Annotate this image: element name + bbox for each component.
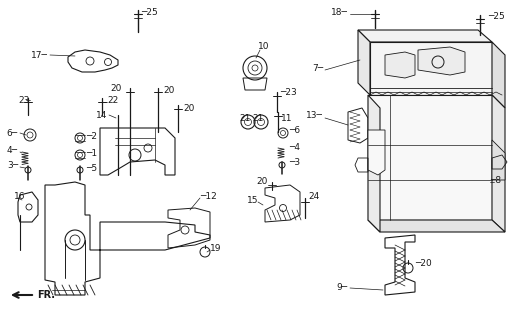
Text: 16: 16 (14, 191, 25, 201)
Text: 23: 23 (18, 95, 30, 105)
Polygon shape (357, 30, 491, 42)
Text: 13─: 13─ (305, 110, 322, 119)
Polygon shape (491, 95, 504, 232)
Polygon shape (491, 42, 504, 108)
Text: 6─: 6─ (7, 129, 18, 138)
Text: 20: 20 (183, 103, 194, 113)
Text: 21: 21 (239, 114, 250, 123)
Text: FR.: FR. (37, 290, 55, 300)
Polygon shape (367, 220, 504, 232)
Text: ─25: ─25 (140, 7, 157, 17)
Polygon shape (491, 140, 504, 180)
Text: 15: 15 (246, 196, 258, 204)
Text: 22: 22 (107, 95, 118, 105)
Text: 14: 14 (96, 110, 107, 119)
Text: ─3: ─3 (289, 157, 299, 166)
Text: 20: 20 (256, 177, 267, 186)
Polygon shape (367, 130, 384, 175)
Text: 3─: 3─ (7, 161, 18, 170)
Polygon shape (384, 52, 414, 78)
Text: 20: 20 (110, 84, 122, 92)
Text: 11: 11 (280, 114, 292, 123)
Text: ─6: ─6 (289, 125, 299, 134)
Text: ─2: ─2 (86, 132, 97, 140)
Text: 24: 24 (307, 191, 319, 201)
Text: ─23: ─23 (279, 87, 296, 97)
Polygon shape (367, 95, 491, 220)
Text: ─4: ─4 (289, 142, 299, 151)
Text: 19: 19 (210, 244, 221, 252)
Text: ─20: ─20 (414, 259, 431, 268)
Text: 20: 20 (163, 85, 174, 94)
Polygon shape (367, 95, 379, 232)
Text: ─1: ─1 (86, 148, 97, 157)
Polygon shape (369, 42, 491, 95)
Text: 9─: 9─ (336, 283, 347, 292)
Polygon shape (357, 30, 369, 95)
Text: ─25: ─25 (487, 12, 504, 20)
Text: 18─: 18─ (330, 7, 347, 17)
Text: ─12: ─12 (200, 191, 216, 201)
Text: 17─: 17─ (31, 51, 48, 60)
Polygon shape (417, 47, 464, 75)
Text: 4─: 4─ (7, 146, 18, 155)
Text: ─5: ─5 (86, 164, 97, 172)
Text: 10: 10 (258, 42, 269, 51)
Text: ─8: ─8 (489, 175, 500, 185)
Text: 21: 21 (251, 114, 263, 123)
Text: 7─: 7─ (312, 63, 322, 73)
